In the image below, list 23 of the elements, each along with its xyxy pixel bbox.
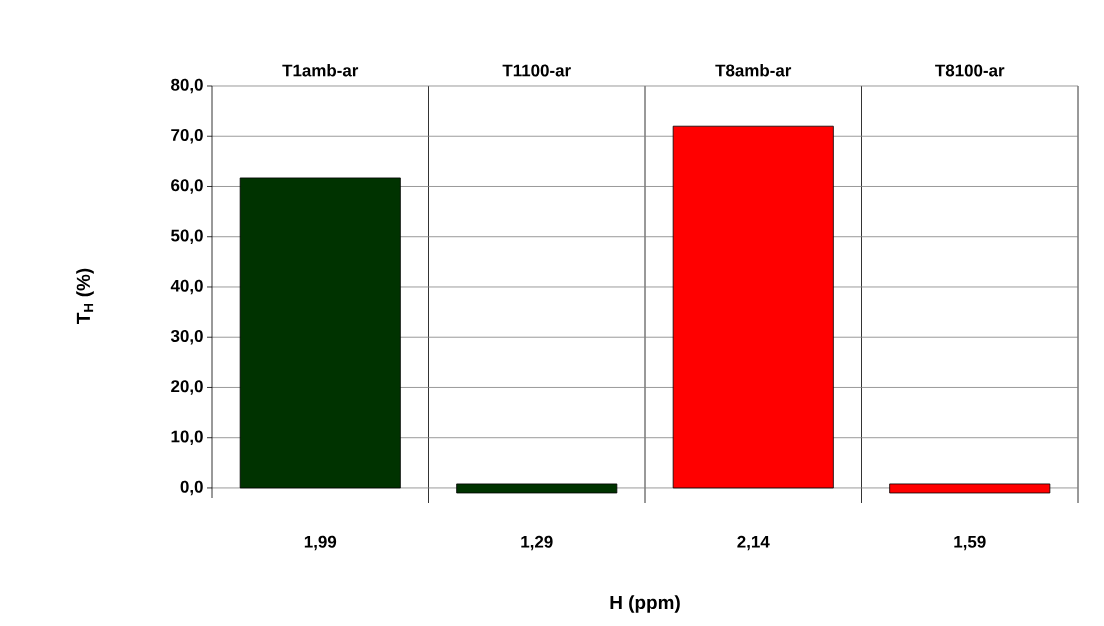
x-tick-label: 1,59	[954, 535, 986, 551]
text: T1amb-ar	[282, 64, 359, 77]
text: T8100-ar	[935, 64, 1005, 77]
bar	[239, 177, 401, 489]
x-tick-label: 1,29	[521, 535, 553, 551]
y-tick-label: 30,0	[170, 329, 203, 345]
bar	[456, 483, 618, 494]
text: T8amb-ar	[715, 64, 792, 77]
y-tick-label: 10,0	[171, 430, 203, 445]
y-tick-label: 40,0	[170, 279, 203, 295]
y-tick-label: 0,0	[180, 480, 203, 496]
x-tick-label: 2,14	[737, 535, 770, 551]
text: T1100-ar	[502, 64, 571, 77]
bar	[889, 483, 1051, 494]
y-tick-label: 60,0	[171, 179, 203, 194]
y-tick-label: 50,0	[171, 229, 203, 244]
y-axis-title: T$_{H}$ (%)	[76, 268, 94, 324]
x-axis-title: H (ppm)	[610, 595, 680, 613]
x-tick-label: 1,99	[304, 535, 337, 551]
y-tick-label: 20,0	[171, 380, 203, 395]
y-tick-label: 80,0	[171, 78, 203, 94]
y-tick-label: 70,0	[171, 129, 203, 144]
bar	[672, 125, 834, 489]
